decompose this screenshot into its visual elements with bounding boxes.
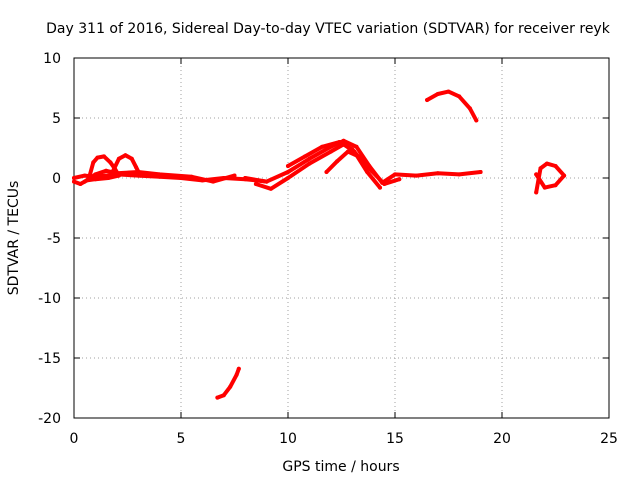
y-tick-label: -20	[38, 411, 61, 427]
data-point	[211, 179, 216, 184]
data-point	[116, 156, 121, 161]
y-tick-label: 0	[52, 171, 61, 187]
data-point	[243, 176, 248, 180]
data-point	[435, 171, 440, 176]
data-point	[553, 183, 558, 188]
y-axis-ticks: 10 5 0 -5 -10 -15 -20	[38, 51, 609, 427]
grid-lines	[74, 58, 609, 418]
data-point	[93, 177, 98, 182]
data-point	[378, 185, 382, 190]
data-point	[78, 182, 83, 186]
data-point	[365, 170, 370, 174]
x-tick-label: 15	[386, 431, 404, 447]
x-tick-label: 10	[279, 431, 297, 447]
series-line-arc-high	[425, 89, 479, 123]
data-point	[286, 170, 290, 174]
series-layer	[72, 89, 567, 400]
data-point	[474, 118, 479, 123]
data-point	[228, 384, 233, 389]
y-tick-label: -5	[47, 231, 61, 247]
data-point	[157, 172, 162, 177]
data-point	[320, 144, 325, 149]
data-point	[108, 160, 113, 165]
data-point	[354, 144, 359, 149]
data-point	[106, 176, 111, 180]
data-point	[82, 173, 87, 178]
data-point	[335, 159, 340, 164]
x-tick-label: 5	[177, 431, 186, 447]
data-point	[116, 173, 121, 178]
data-point	[95, 155, 100, 160]
data-point	[84, 178, 89, 183]
data-point	[72, 179, 76, 184]
y-tick-label: -10	[38, 291, 61, 307]
y-tick-label: 10	[43, 51, 61, 67]
chart-title: Day 311 of 2016, Sidereal Day-to-day VTE…	[46, 21, 611, 37]
data-point	[538, 166, 543, 171]
y-tick-label: -15	[38, 351, 61, 367]
data-point	[435, 92, 440, 96]
data-point	[129, 156, 134, 161]
data-point	[138, 173, 143, 178]
series-line-arc-rise-a	[243, 138, 483, 185]
data-point	[286, 176, 290, 180]
series-line-arc-rise-c	[286, 140, 367, 168]
data-point	[236, 366, 241, 371]
data-point	[110, 170, 115, 174]
x-tick-label: 20	[493, 431, 511, 447]
data-point	[534, 190, 539, 195]
data-point	[215, 395, 220, 400]
data-point	[324, 170, 329, 174]
data-point	[356, 154, 361, 159]
data-point	[102, 154, 106, 159]
data-point	[337, 140, 342, 144]
x-axis-title: GPS time / hours	[282, 459, 399, 475]
data-point	[542, 185, 547, 190]
data-point	[425, 98, 430, 102]
data-point	[534, 172, 539, 177]
data-point	[457, 94, 462, 99]
data-point	[457, 172, 462, 177]
data-point	[123, 153, 128, 158]
data-point	[544, 161, 549, 166]
data-point	[350, 147, 355, 152]
data-point	[286, 164, 290, 168]
data-point	[467, 106, 472, 111]
data-point	[234, 372, 239, 377]
data-point	[134, 165, 139, 170]
data-point	[553, 164, 558, 168]
data-point	[382, 182, 387, 186]
data-point	[72, 176, 76, 180]
data-point	[478, 170, 483, 174]
y-tick-label: 5	[52, 111, 61, 127]
x-tick-label: 0	[70, 431, 79, 447]
data-point	[307, 156, 312, 161]
data-point	[221, 393, 226, 398]
data-point	[93, 172, 98, 177]
data-point	[232, 173, 237, 178]
data-point	[369, 168, 374, 173]
y-axis-title: SDTVAR / TECUs	[6, 181, 22, 296]
data-point	[264, 179, 269, 184]
data-point	[104, 168, 109, 173]
data-point	[446, 89, 451, 94]
data-point	[303, 154, 308, 159]
data-point	[91, 160, 96, 165]
data-point	[189, 174, 194, 179]
data-point	[397, 177, 402, 182]
data-point	[393, 172, 397, 177]
data-point	[345, 149, 350, 154]
x-axis-ticks: 0 5 10 15 20 25	[70, 58, 618, 447]
data-point	[562, 173, 567, 178]
data-point	[307, 161, 312, 166]
x-tick-label: 25	[600, 431, 618, 447]
data-point	[414, 173, 419, 178]
data-point	[253, 182, 258, 186]
data-point	[328, 149, 333, 154]
data-point	[268, 186, 273, 191]
